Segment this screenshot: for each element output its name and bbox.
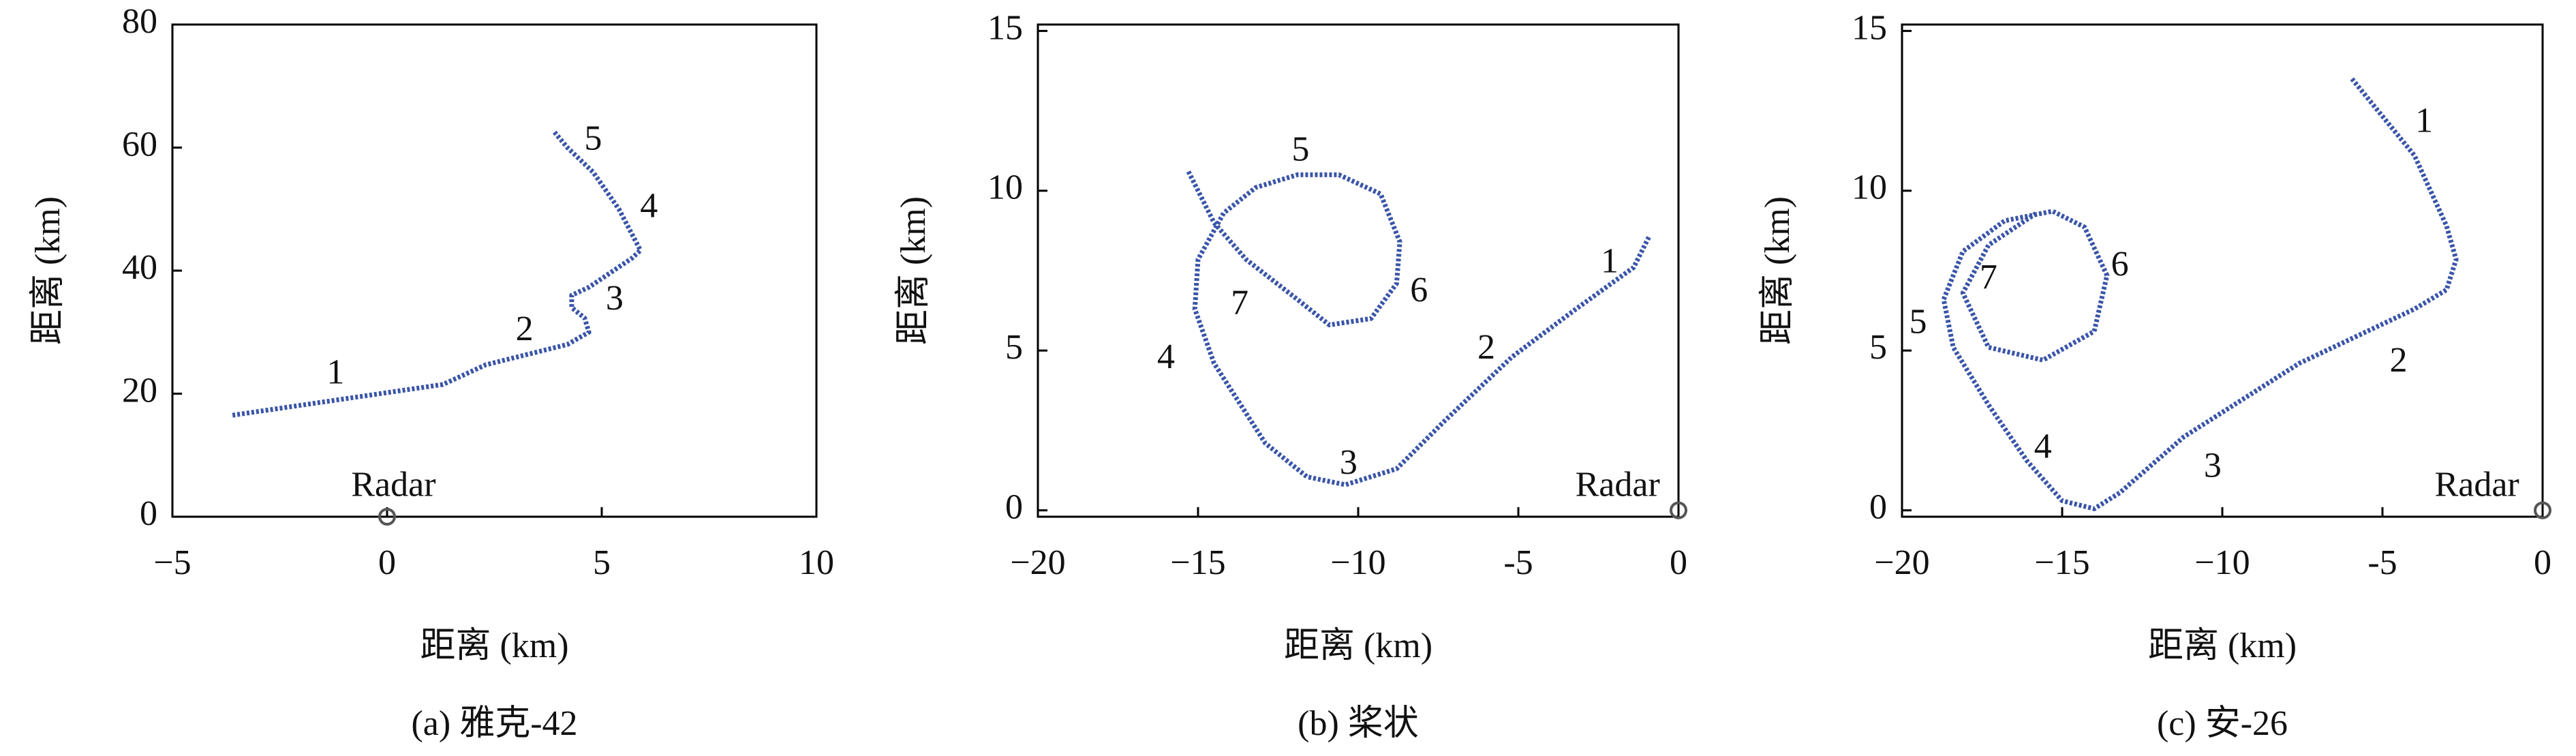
- x-axis-label: 距离 (km): [1284, 626, 1432, 665]
- y-tick-label: 15: [987, 8, 1023, 47]
- annotation: 2: [2390, 341, 2408, 380]
- annotation: 3: [2204, 447, 2222, 485]
- annotation: Radar: [1576, 466, 1660, 504]
- y-axis-label: 距离 (km): [894, 196, 933, 345]
- annotation: 1: [2415, 101, 2433, 140]
- x-tick-label: −15: [1170, 543, 1225, 582]
- annotation: Radar: [351, 466, 435, 504]
- plot-frame: [1901, 23, 2544, 518]
- annotation: 7: [1231, 284, 1248, 322]
- caption: (b) 桨状: [1298, 704, 1419, 743]
- radar-marker: [2534, 501, 2551, 519]
- x-tick-label: 5: [593, 543, 611, 582]
- y-tick-label: 5: [1869, 328, 1887, 367]
- x-tick-label: −15: [2034, 543, 2089, 582]
- trajectory: [1941, 77, 2459, 511]
- x-tick-label: −10: [1330, 543, 1385, 582]
- radar-marker: [1670, 501, 1687, 519]
- plot-frame: [171, 23, 818, 518]
- annotation: 7: [1980, 258, 1997, 297]
- y-tick-label: 0: [140, 494, 157, 533]
- x-tick-label: −10: [2194, 543, 2250, 582]
- x-tick-label: −20: [1874, 543, 1929, 582]
- y-axis-label: 距离 (km): [1758, 196, 1797, 345]
- annotation: 2: [516, 309, 534, 348]
- annotation: 4: [1157, 337, 1175, 376]
- plot-frame: [1037, 23, 1680, 518]
- y-tick-label: 10: [987, 168, 1023, 207]
- x-axis-label: 距离 (km): [420, 626, 568, 665]
- x-tick-label: 0: [378, 543, 396, 582]
- x-tick-label: -5: [2367, 543, 2397, 582]
- annotation: 6: [2111, 245, 2129, 284]
- y-tick-label: 60: [122, 125, 157, 164]
- radar-marker: [378, 508, 396, 526]
- annotation: 2: [1477, 328, 1495, 367]
- annotation: 6: [1410, 271, 1428, 309]
- annotation: 3: [1340, 443, 1358, 482]
- annotation: 1: [1601, 242, 1619, 281]
- annotation: 5: [584, 119, 602, 157]
- x-axis-label: 距离 (km): [2148, 626, 2297, 665]
- y-tick-label: 5: [1005, 328, 1023, 367]
- annotation: 5: [1291, 130, 1309, 168]
- y-axis-label: 距离 (km): [29, 196, 67, 345]
- annotation: 5: [1910, 303, 1927, 342]
- y-tick-label: 0: [1005, 488, 1023, 527]
- y-tick-label: 80: [122, 2, 157, 41]
- annotation: 3: [606, 279, 624, 318]
- x-tick-label: −20: [1010, 543, 1065, 582]
- y-tick-label: 20: [122, 371, 157, 410]
- x-tick-label: 10: [799, 543, 834, 582]
- y-tick-label: 0: [1869, 488, 1887, 527]
- x-tick-label: 0: [1670, 543, 1687, 582]
- caption: (c) 安-26: [2157, 704, 2288, 743]
- annotation: Radar: [2435, 466, 2519, 504]
- caption: (a) 雅克-42: [411, 704, 577, 743]
- annotation: 1: [326, 352, 344, 391]
- annotation: 4: [2034, 427, 2052, 466]
- annotation: 4: [640, 187, 658, 226]
- x-tick-label: −5: [153, 543, 191, 582]
- trajectory: [1186, 170, 1652, 487]
- y-tick-label: 15: [1852, 8, 1887, 47]
- x-tick-label: 0: [2534, 543, 2551, 582]
- y-tick-label: 40: [122, 248, 157, 287]
- x-tick-label: -5: [1503, 543, 1533, 582]
- y-tick-label: 10: [1852, 168, 1887, 207]
- trajectory: [232, 130, 643, 418]
